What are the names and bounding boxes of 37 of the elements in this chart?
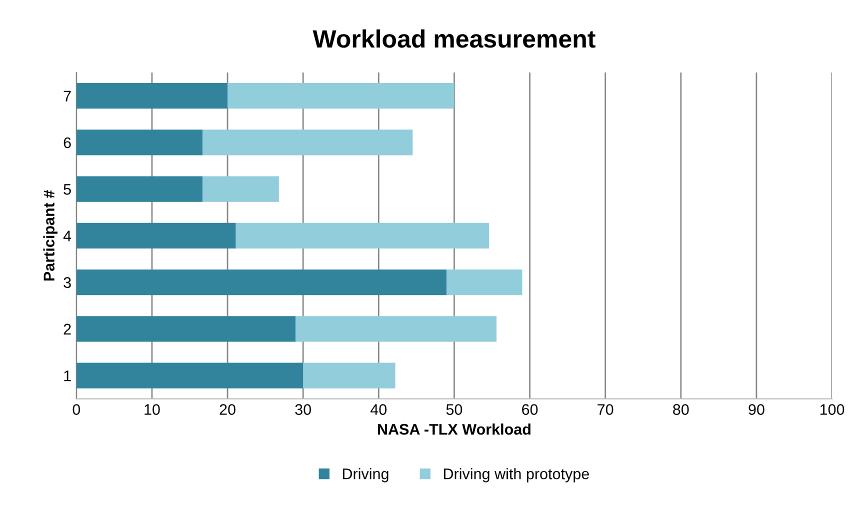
x-tick-label: 10 — [144, 404, 160, 415]
y-tick-label: 6 — [64, 137, 71, 148]
bar — [76, 176, 203, 202]
bar — [236, 222, 489, 249]
x-tick-label: 20 — [220, 404, 236, 415]
y-tick-label: 4 — [63, 230, 72, 242]
chart-title: Workload measurement — [312, 29, 596, 48]
x-tick-label: 30 — [295, 404, 311, 415]
x-tick-label: 0 — [72, 404, 80, 415]
bar — [296, 316, 497, 342]
bar — [76, 83, 228, 109]
x-tick-label: 80 — [673, 404, 689, 415]
y-tick-label: 3 — [64, 277, 71, 288]
x-tick-label: 60 — [522, 404, 538, 415]
bar — [76, 130, 203, 156]
bar — [446, 269, 522, 296]
y-axis-title: Participant # — [43, 190, 58, 281]
x-tick-label: 100 — [820, 404, 844, 415]
legend-label: Driving with prototype — [444, 468, 589, 482]
y-tick-label: 1 — [64, 370, 71, 382]
x-axis-title: NASA -TLX Workload — [378, 424, 530, 435]
bar — [202, 130, 413, 156]
x-tick-label: 40 — [370, 404, 387, 415]
bar — [76, 316, 296, 342]
x-tick-label: 50 — [446, 404, 462, 415]
y-tick-label: 7 — [64, 90, 71, 102]
x-tick-label: 90 — [748, 404, 764, 415]
y-tick-label: 2 — [64, 324, 71, 334]
bar — [303, 362, 396, 388]
bar — [228, 83, 454, 109]
x-tick-label: 70 — [598, 404, 614, 415]
bar — [76, 269, 447, 296]
legend-label: Driving — [342, 468, 388, 482]
bar — [76, 362, 304, 388]
y-tick-label: 5 — [64, 184, 71, 195]
bar — [76, 222, 236, 249]
bar — [202, 176, 279, 202]
